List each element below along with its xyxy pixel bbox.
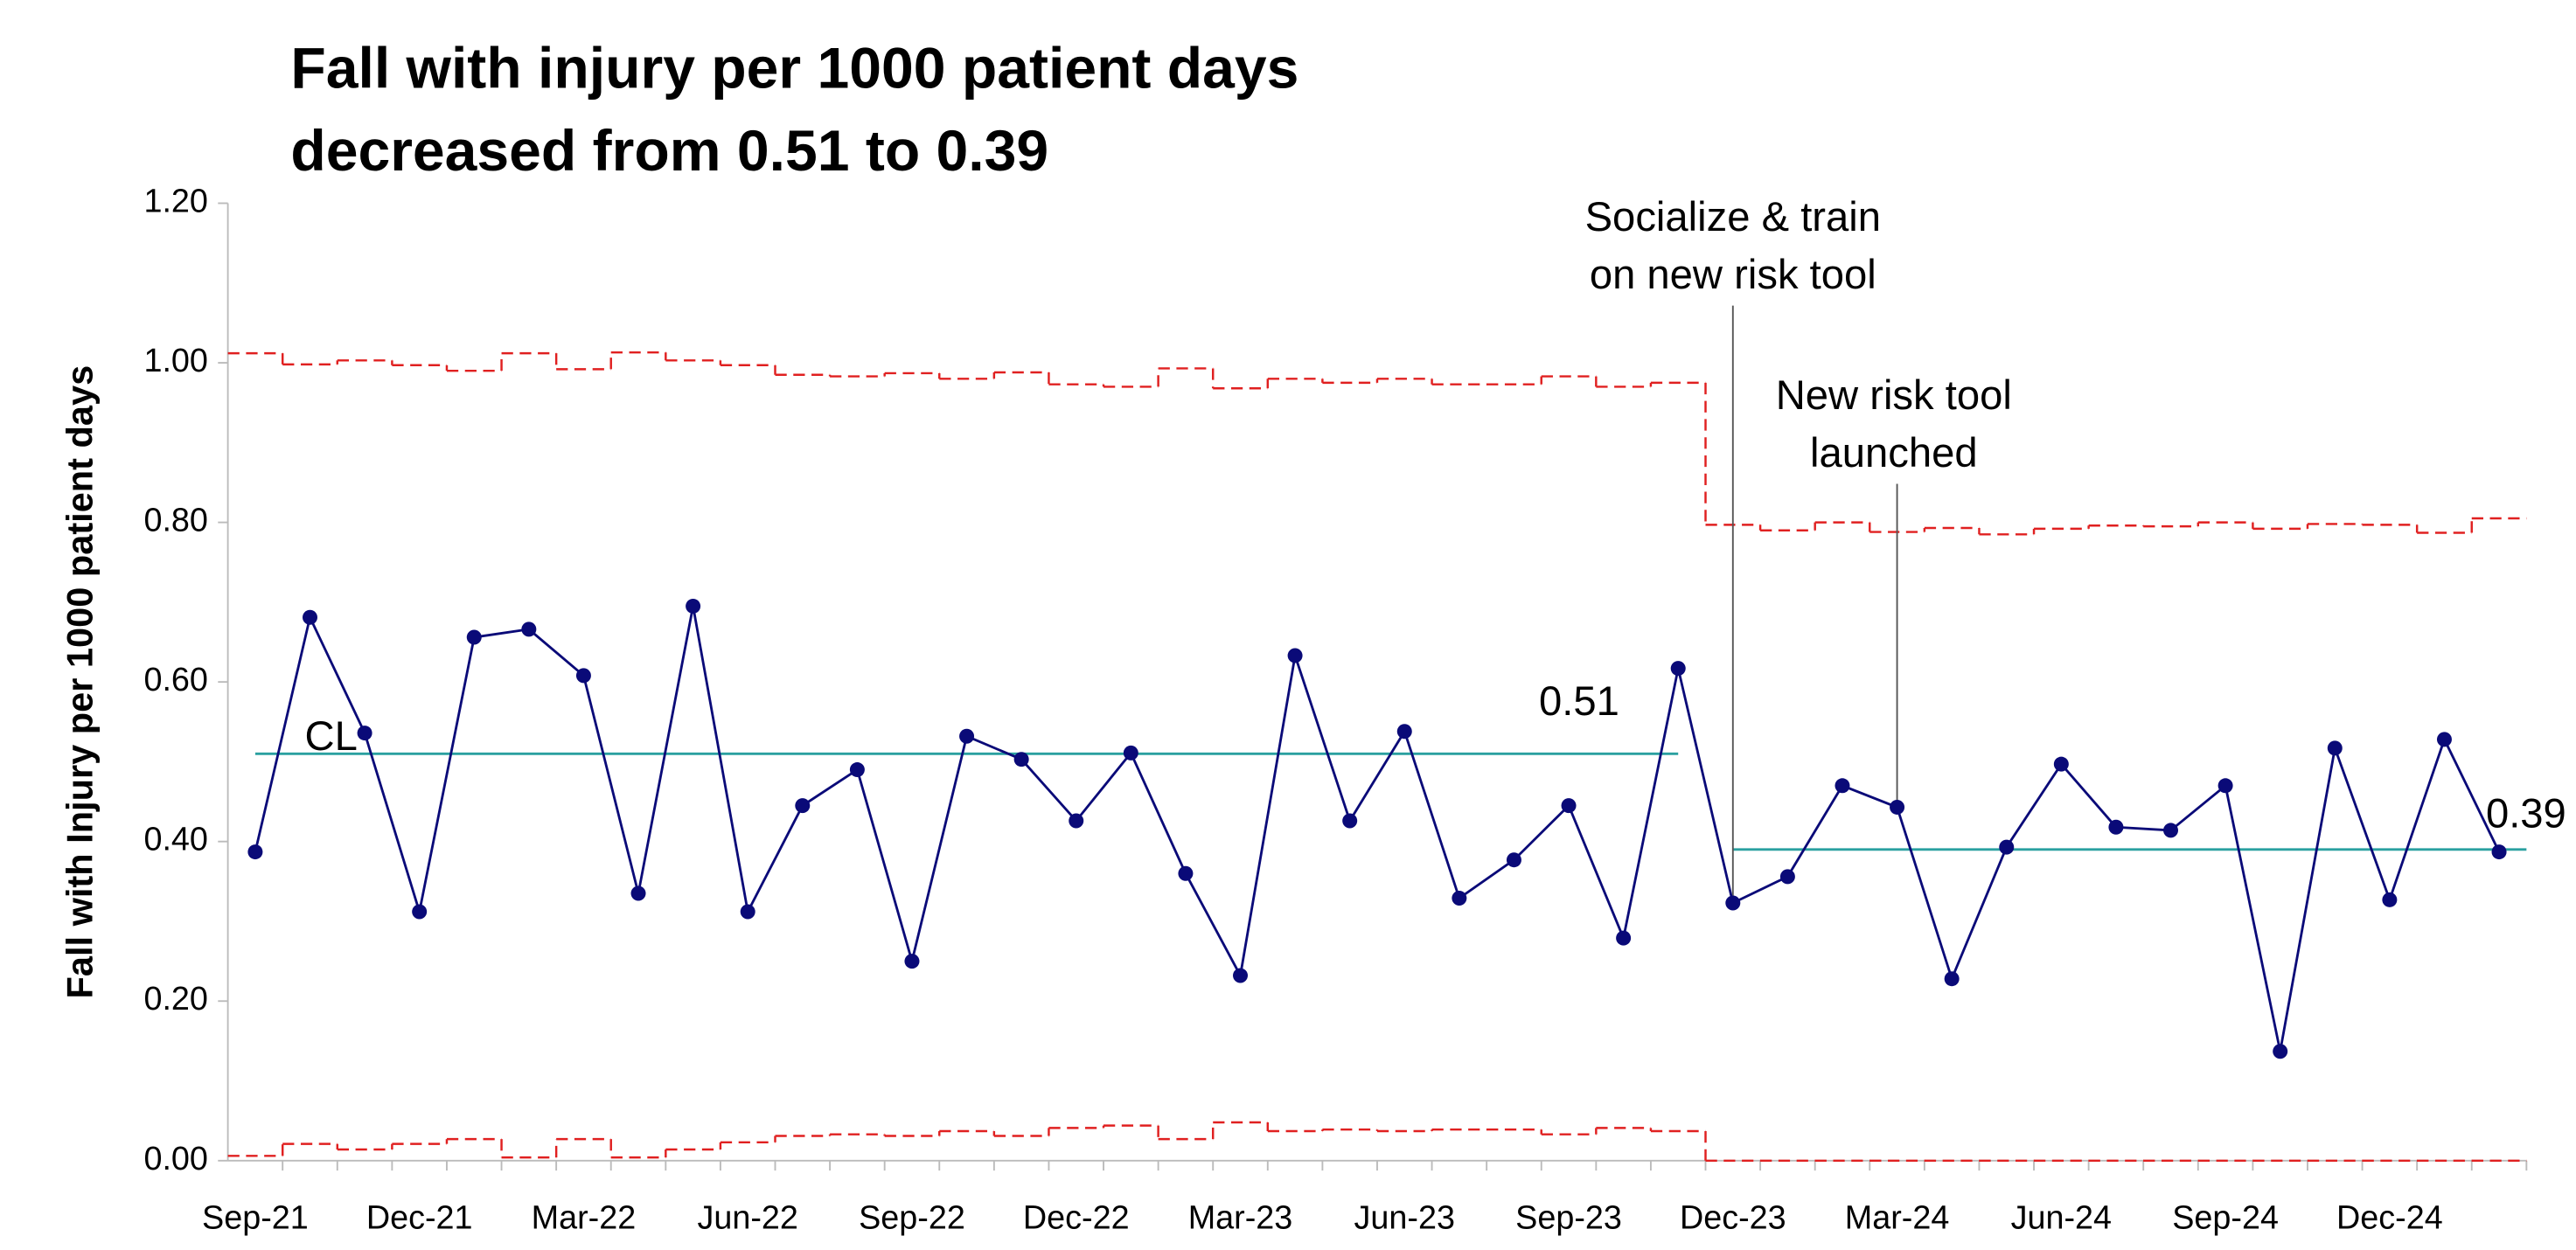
- data-point: [1506, 852, 1521, 868]
- annotation-text: launched: [1810, 430, 1978, 476]
- data-point: [1944, 971, 1960, 987]
- data-point: [1013, 752, 1029, 767]
- x-tick-label: Dec-21: [366, 1200, 473, 1237]
- data-point: [1670, 661, 1686, 677]
- data-point: [2327, 740, 2343, 756]
- chart-subtitle: decreased from 0.51 to 0.39: [290, 119, 1048, 184]
- data-line: [254, 606, 2501, 1052]
- data-point: [1233, 968, 1249, 983]
- data-point: [1779, 869, 1795, 885]
- center-line-value: 0.51: [1539, 678, 1619, 725]
- data-point: [2053, 756, 2069, 772]
- data-point: [466, 629, 482, 645]
- data-point: [2491, 844, 2507, 860]
- x-tick-label: Dec-22: [1023, 1200, 1130, 1237]
- y-tick-label: 0.20: [143, 981, 207, 1017]
- x-tick-label: Dec-23: [1680, 1200, 1786, 1237]
- data-point: [959, 728, 975, 744]
- data-point: [1890, 799, 1905, 815]
- data-point: [2217, 778, 2233, 794]
- data-point: [575, 668, 591, 684]
- center-line-label: CL: [305, 713, 358, 760]
- data-point: [1452, 891, 1467, 906]
- annotation-text: on new risk tool: [1590, 252, 1876, 298]
- x-tick-label: Jun-22: [697, 1200, 797, 1237]
- data-point: [521, 622, 537, 637]
- data-point: [1287, 648, 1303, 663]
- data-point: [1178, 865, 1194, 881]
- data-point: [247, 844, 263, 860]
- data-point: [630, 885, 646, 901]
- x-tick-label: Sep-21: [202, 1200, 309, 1237]
- annotation-text: Socialize & train: [1585, 194, 1881, 240]
- data-point: [2163, 823, 2179, 838]
- data-point: [1835, 778, 1850, 794]
- x-tick-label: Mar-24: [1845, 1200, 1950, 1237]
- x-tick-label: Mar-23: [1188, 1200, 1293, 1237]
- center-line-value: 0.39: [2486, 791, 2566, 837]
- y-tick-label: 0.00: [143, 1141, 207, 1177]
- data-point: [1725, 895, 1741, 911]
- x-tick-label: Mar-22: [532, 1200, 637, 1237]
- data-point: [849, 762, 865, 778]
- data-point: [2273, 1044, 2288, 1059]
- y-axis-label: Fall with Injury per 1000 patient days: [59, 365, 100, 999]
- y-tick-label: 1.20: [143, 183, 207, 219]
- annotation-text: New risk tool: [1776, 372, 2012, 419]
- data-point: [412, 904, 428, 920]
- x-tick-label: Sep-23: [1515, 1200, 1622, 1237]
- data-point: [740, 904, 755, 920]
- data-point: [1616, 930, 1632, 946]
- data-point: [1396, 724, 1412, 740]
- x-tick-label: Sep-22: [859, 1200, 965, 1237]
- x-tick-label: Sep-24: [2172, 1200, 2279, 1237]
- y-tick-label: 1.00: [143, 343, 207, 379]
- data-point: [302, 609, 317, 625]
- data-point: [904, 954, 920, 969]
- x-tick-label: Dec-24: [2336, 1200, 2443, 1237]
- data-point: [2436, 732, 2452, 747]
- data-point: [1069, 813, 1084, 829]
- data-point: [795, 798, 811, 814]
- data-point: [686, 598, 701, 614]
- chart-title: Fall with injury per 1000 patient days: [290, 37, 1298, 101]
- y-tick-label: 0.40: [143, 822, 207, 858]
- data-point: [1123, 745, 1138, 760]
- x-tick-label: Jun-23: [1354, 1200, 1455, 1237]
- y-tick-label: 0.80: [143, 503, 207, 539]
- data-point: [1342, 813, 1358, 829]
- y-tick-label: 0.60: [143, 662, 207, 698]
- data-point: [357, 726, 372, 741]
- data-point: [1999, 839, 2015, 855]
- data-point: [1561, 798, 1577, 814]
- data-point: [2108, 819, 2124, 835]
- data-point: [2382, 892, 2398, 907]
- x-tick-label: Jun-24: [2011, 1200, 2112, 1237]
